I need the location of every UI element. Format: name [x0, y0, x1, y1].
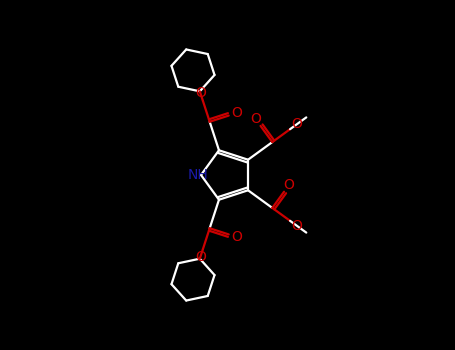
- Text: O: O: [250, 112, 261, 126]
- Text: O: O: [231, 106, 242, 120]
- Text: O: O: [291, 118, 302, 132]
- Text: NH: NH: [187, 168, 208, 182]
- Text: O: O: [195, 86, 206, 100]
- Text: O: O: [291, 218, 302, 232]
- Text: O: O: [231, 230, 242, 244]
- Text: O: O: [195, 250, 206, 264]
- Text: O: O: [283, 178, 294, 192]
